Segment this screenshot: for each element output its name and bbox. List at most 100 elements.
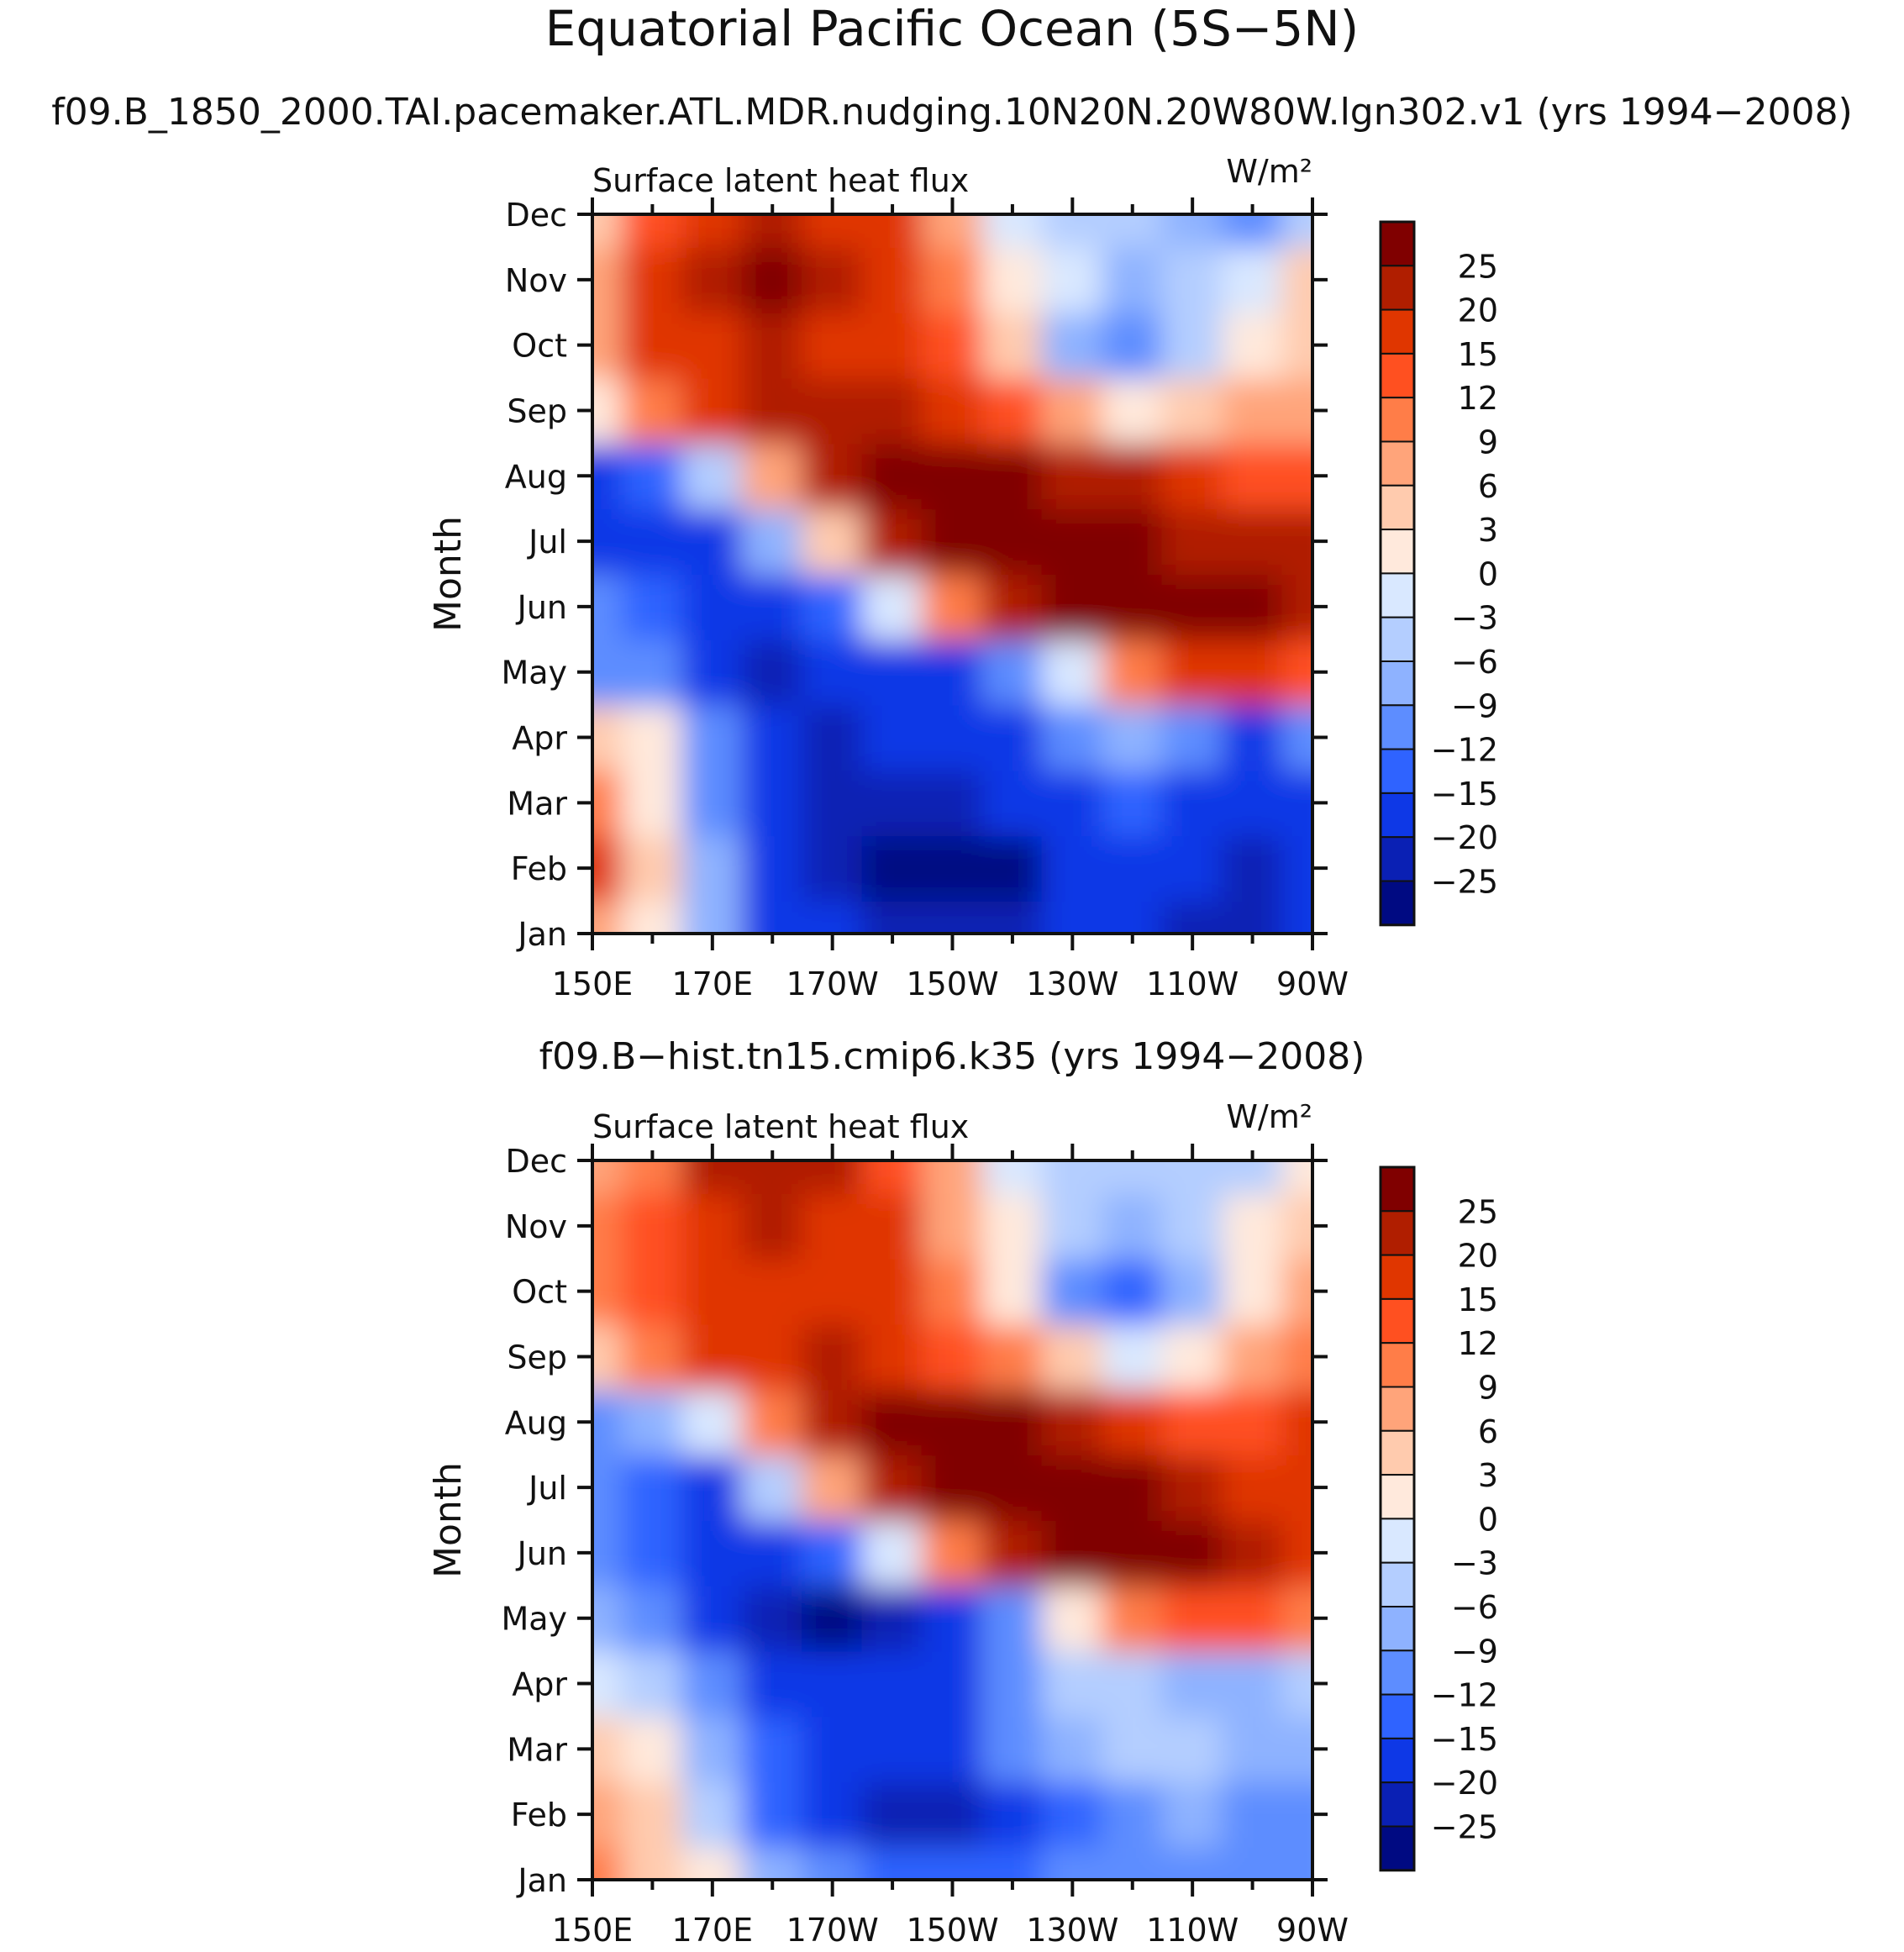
- colorbar-label: 15: [1458, 1281, 1498, 1318]
- heatmap-cell: [592, 214, 623, 248]
- heatmap-cell: [921, 442, 984, 510]
- heatmap-cell: [1161, 245, 1223, 313]
- heatmap-cell: [1221, 1584, 1284, 1652]
- heatmap-cell: [1161, 1454, 1223, 1521]
- colorbar-swatch: [1380, 1429, 1415, 1476]
- heatmap-cell: [801, 900, 864, 934]
- heatmap-cell: [681, 703, 744, 771]
- heatmap-cell: [981, 834, 1044, 902]
- heatmap-cell: [1161, 573, 1223, 640]
- colorbar-label: −3: [1451, 600, 1498, 637]
- heatmap-cell: [801, 1649, 864, 1718]
- colorbar-swatch: [1380, 352, 1415, 399]
- heatmap-cell: [1221, 1846, 1284, 1880]
- heatmap-cells: [592, 1160, 1312, 1880]
- heatmap-cell: [1221, 1454, 1284, 1521]
- heatmap-cell: [681, 769, 744, 837]
- colorbar-swatch: [1380, 880, 1415, 926]
- heatmap-cell: [1221, 1323, 1284, 1391]
- heatmap-cell: [741, 638, 803, 706]
- heatmap-cell: [861, 1584, 923, 1652]
- heatmap-cell: [1281, 834, 1312, 902]
- heatmap-cell: [681, 1454, 744, 1521]
- heatmap-cell: [861, 508, 923, 575]
- colorbar-label: −3: [1451, 1545, 1498, 1582]
- heatmap-cell: [592, 1715, 623, 1783]
- smoothed-field: [592, 1160, 1312, 1880]
- heatmap-cell: [621, 1192, 684, 1260]
- figure-title: Equatorial Pacific Ocean (5S−5N): [545, 0, 1360, 57]
- heatmap-cell: [1221, 1715, 1284, 1783]
- heatmap-cell: [621, 1715, 684, 1783]
- heatmap-cell: [1041, 900, 1104, 934]
- heatmap-cell: [1281, 900, 1312, 934]
- heatmap-cell: [801, 1584, 864, 1652]
- y-tick-label: Apr: [512, 1666, 567, 1703]
- heatmap-cell: [921, 1781, 984, 1849]
- heatmap-cell: [1161, 376, 1223, 445]
- heatmap-cell: [621, 1257, 684, 1325]
- heatmap-cell: [981, 769, 1044, 837]
- heatmap-cell: [921, 573, 984, 640]
- y-tick-label: May: [501, 1601, 567, 1638]
- heatmap-cell: [621, 376, 684, 445]
- heatmap-cell: [741, 1846, 803, 1880]
- heatmap-cell: [621, 703, 684, 771]
- heatmap-cell: [1281, 1388, 1312, 1456]
- colorbar-label: −15: [1431, 1721, 1498, 1758]
- heatmap-cell: [801, 638, 864, 706]
- x-tick-label: 130W: [1026, 1912, 1118, 1949]
- heatmap-cell: [1281, 376, 1312, 445]
- heatmap-cell: [1161, 311, 1223, 379]
- heatmap-cell: [1221, 311, 1284, 379]
- heatmap-cell: [1281, 1846, 1312, 1880]
- heatmap-cell: [681, 1323, 744, 1391]
- heatmap-cell: [1221, 508, 1284, 575]
- heatmap-cell: [921, 1192, 984, 1260]
- heatmap-cell: [741, 442, 803, 510]
- heatmap-cell: [921, 245, 984, 313]
- heatmap-cell: [1221, 1160, 1284, 1194]
- heatmap-cell: [1161, 638, 1223, 706]
- y-tick-label: Aug: [505, 458, 567, 495]
- heatmap-cell: [1102, 442, 1164, 510]
- y-tick-labels: Jan Feb Mar Apr May Jun Jul Aug Sep Oct Nov Dec: [501, 197, 567, 953]
- heatmap-cell: [681, 1192, 744, 1260]
- heatmap-cell: [1161, 1846, 1223, 1880]
- colorbar-swatch: [1380, 440, 1415, 487]
- heatmap-cell: [592, 1192, 623, 1260]
- heatmap-cell: [592, 376, 623, 445]
- heatmap-cell: [861, 1160, 923, 1194]
- heatmap-cell: [981, 638, 1044, 706]
- colorbar-label: 12: [1458, 1325, 1498, 1362]
- colorbar-frame: [1379, 1165, 1416, 1872]
- heatmap-cell: [592, 442, 623, 510]
- colorbar-swatch: [1380, 265, 1415, 311]
- colorbar-swatch: [1380, 1474, 1415, 1520]
- panel-historical: f09.B−hist.tn15.cmip6.k35 (yrs 1994−2008…: [427, 1035, 1365, 1949]
- heatmap-cell: [1161, 769, 1223, 837]
- heatmap-cell: [1161, 1388, 1223, 1456]
- heatmap-cell: [1221, 900, 1284, 934]
- heatmap-cell: [921, 834, 984, 902]
- y-tick-label: Jul: [527, 1470, 567, 1507]
- y-axis-label: Month: [427, 516, 470, 632]
- heatmap-cell: [921, 1519, 984, 1586]
- heatmap-cell: [861, 1192, 923, 1260]
- x-tick-label: 130W: [1026, 965, 1118, 1002]
- heatmap-cell: [741, 508, 803, 575]
- heatmap-cell: [1102, 1519, 1164, 1586]
- heatmap-cell: [741, 1323, 803, 1391]
- colorbar-swatch: [1380, 1166, 1415, 1213]
- heatmap-cell: [1102, 214, 1164, 248]
- heatmap-cell: [981, 573, 1044, 640]
- heatmap-cell: [921, 638, 984, 706]
- heatmap-cell: [981, 1649, 1044, 1718]
- heatmap-cell: [621, 1649, 684, 1718]
- y-axis-label: Month: [427, 1462, 470, 1578]
- colorbar-label: 3: [1478, 1457, 1498, 1494]
- heatmap-cell: [592, 638, 623, 706]
- colorbar-swatch: [1380, 397, 1415, 443]
- heatmap-cell: [681, 442, 744, 510]
- heatmap-cell: [801, 508, 864, 575]
